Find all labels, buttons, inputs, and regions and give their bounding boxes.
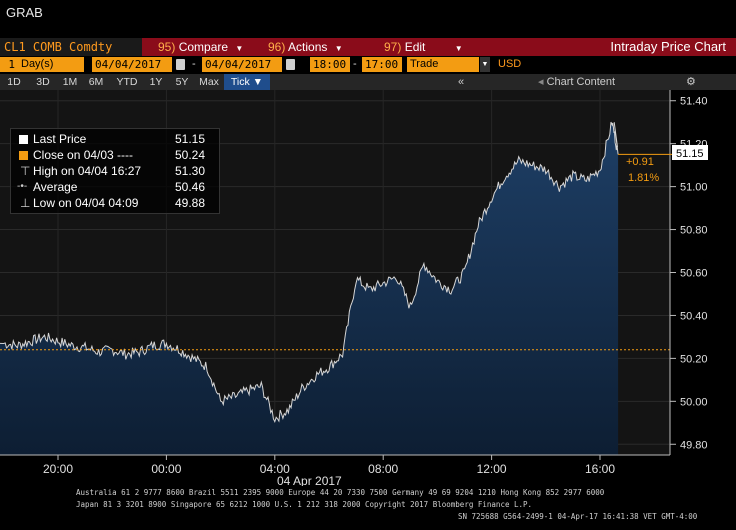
gear-icon[interactable]: ⚙	[686, 76, 696, 88]
chart-content-tab[interactable]: ◂ Chart Content	[538, 74, 615, 90]
compare-number: 95)	[158, 40, 176, 54]
footer-session-line: SN 725688 G564-2499-1 04-Apr-17 16:41:38…	[458, 512, 698, 521]
edit-number: 97)	[384, 40, 402, 54]
x-tick-label: 16:00	[585, 462, 615, 476]
y-tick-label: 51.00	[680, 182, 708, 194]
legend-label: Last Price	[33, 132, 87, 146]
period-bar: 1D 3D 1M 6M YTD 1Y 5Y Max Tick ▼ « ◂ Chart Conte…	[0, 74, 736, 90]
last-price-value: 51.15	[676, 148, 704, 160]
actions-label: Actions	[288, 40, 328, 54]
legend-value: 51.15	[175, 132, 206, 146]
edit-label: Edit	[404, 40, 426, 54]
period-button-ytd[interactable]: YTD	[116, 76, 138, 88]
change-percent: 1.81%	[628, 172, 659, 184]
period-button-3d[interactable]: 3D	[36, 76, 50, 88]
period-button-1d[interactable]: 1D	[7, 76, 21, 88]
legend-average[interactable]: -•- Average 50.46	[17, 179, 213, 195]
price-chart[interactable]: 51.40 51.20 51.00 50.80 50.60 50.40 50.20 50.00…	[0, 90, 736, 491]
range-bar: 1 Day(s) 04/04/2017 - 04/04/2017 18:00 -…	[0, 57, 736, 73]
legend-label: Average	[33, 180, 78, 194]
actions-menu[interactable]: 96) Actions ▼	[268, 38, 343, 56]
x-tick-label: 00:00	[151, 462, 181, 476]
chevron-down-icon: ▼	[454, 44, 463, 53]
high-marker-icon: ⊤	[20, 164, 31, 178]
y-tick-label: 50.80	[680, 225, 708, 237]
legend-label: Low on 04/04 04:09	[33, 196, 139, 210]
average-marker-icon: -•-	[17, 181, 28, 192]
y-tick-label: 50.40	[680, 310, 708, 322]
last-price-box	[672, 145, 708, 160]
compare-label: Compare	[178, 40, 229, 54]
end-time-input[interactable]: 17:00	[362, 57, 402, 72]
start-time-input[interactable]: 18:00	[310, 57, 350, 72]
period-count-input[interactable]: 1	[0, 57, 18, 72]
x-tick-label: 04:00	[260, 462, 290, 476]
change-absolute: +0.91	[626, 156, 654, 168]
legend-value: 50.24	[175, 148, 206, 162]
date-separator: -	[192, 58, 196, 70]
currency-label[interactable]: USD	[498, 58, 522, 70]
end-date-input[interactable]: 04/04/2017	[202, 57, 282, 72]
calendar-icon[interactable]	[176, 59, 185, 70]
low-marker-icon: ⊥	[20, 196, 31, 210]
x-tick-label: 12:00	[477, 462, 507, 476]
legend-close[interactable]: Close on 04/03 ---- 50.24	[17, 147, 213, 163]
page-title: Intraday Price Chart	[610, 39, 726, 54]
legend-swatch	[19, 135, 28, 144]
time-separator: -	[353, 58, 357, 70]
legend[interactable]: Last Price 51.15 Close on 04/03 ---- 50.…	[10, 128, 220, 214]
last-price-marker: 51.15 +0.91 1.81%	[618, 145, 708, 184]
period-button-6m[interactable]: 6M	[88, 76, 104, 88]
legend-value: 49.88	[175, 196, 206, 210]
actions-number: 96)	[268, 40, 286, 54]
y-tick-label: 50.60	[680, 268, 708, 280]
footer: Australia 61 2 9777 8600 Brazil 5511 239…	[0, 486, 736, 530]
footer-contact-line-2: Japan 81 3 3201 8900 Singapore 65 6212 1…	[76, 500, 533, 509]
chevron-down-icon[interactable]: ▼	[480, 57, 490, 72]
start-date-input[interactable]: 04/04/2017	[92, 57, 172, 72]
y-axis: 51.4051.2051.0050.8050.6050.4050.2050.00…	[669, 90, 708, 455]
chart-content-label: Chart Content	[546, 76, 616, 88]
period-button-5y[interactable]: 5Y	[175, 76, 189, 88]
footer-contact-line-1: Australia 61 2 9777 8600 Brazil 5511 239…	[76, 488, 605, 497]
date-label: 04 Apr 2017	[277, 474, 342, 486]
chevron-down-icon: ▼	[235, 44, 244, 53]
y-tick-label: 50.20	[680, 353, 708, 365]
price-chart-svg: 51.4051.2051.0050.8050.6050.4050.2050.00…	[0, 90, 736, 488]
period-button-1m[interactable]: 1M	[62, 76, 78, 88]
y-tick-label: 51.40	[680, 96, 708, 108]
y-tick-label: 50.00	[680, 396, 708, 408]
legend-value: 50.46	[175, 180, 206, 194]
period-button-tick[interactable]: Tick ▼	[224, 74, 270, 90]
x-tick-label: 08:00	[368, 462, 398, 476]
calendar-icon[interactable]	[286, 59, 295, 70]
price-line	[0, 121, 619, 424]
period-button-max[interactable]: Max	[199, 76, 219, 88]
menu-bar: CL1 COMB Comdty 95) Compare ▼ 96) Action…	[0, 38, 736, 56]
security-ticker[interactable]: CL1 COMB Comdty	[0, 38, 142, 56]
chevron-down-icon: ▼	[334, 44, 343, 53]
legend-low[interactable]: ⊥ Low on 04/04 04:09 49.88	[17, 195, 213, 211]
edit-menu[interactable]: 97) Edit ▼	[384, 38, 463, 56]
period-button-1y[interactable]: 1Y	[149, 76, 163, 88]
legend-high[interactable]: ⊤ High on 04/04 16:27 51.30	[17, 163, 213, 179]
x-tick-label: 20:00	[43, 462, 73, 476]
legend-label: Close on 04/03 ----	[33, 148, 134, 162]
command-text: GRAB	[6, 5, 43, 20]
x-axis: 20:00 00:00 04:00 08:00 12:00 16:00	[0, 454, 670, 476]
field-select[interactable]: Trade	[407, 57, 479, 72]
y-tick-label: 49.80	[680, 439, 708, 451]
collapse-left-icon[interactable]: «	[458, 76, 465, 88]
price-area	[0, 122, 619, 455]
legend-swatch	[19, 151, 28, 160]
legend-last-price[interactable]: Last Price 51.15	[17, 131, 213, 147]
command-bar: GRAB	[0, 0, 736, 38]
legend-value: 51.30	[175, 164, 206, 178]
period-unit-select[interactable]: Day(s)	[18, 57, 84, 72]
compare-menu[interactable]: 95) Compare ▼	[158, 38, 243, 56]
legend-label: High on 04/04 16:27	[33, 164, 142, 178]
collapse-icon: ◂	[538, 76, 544, 88]
